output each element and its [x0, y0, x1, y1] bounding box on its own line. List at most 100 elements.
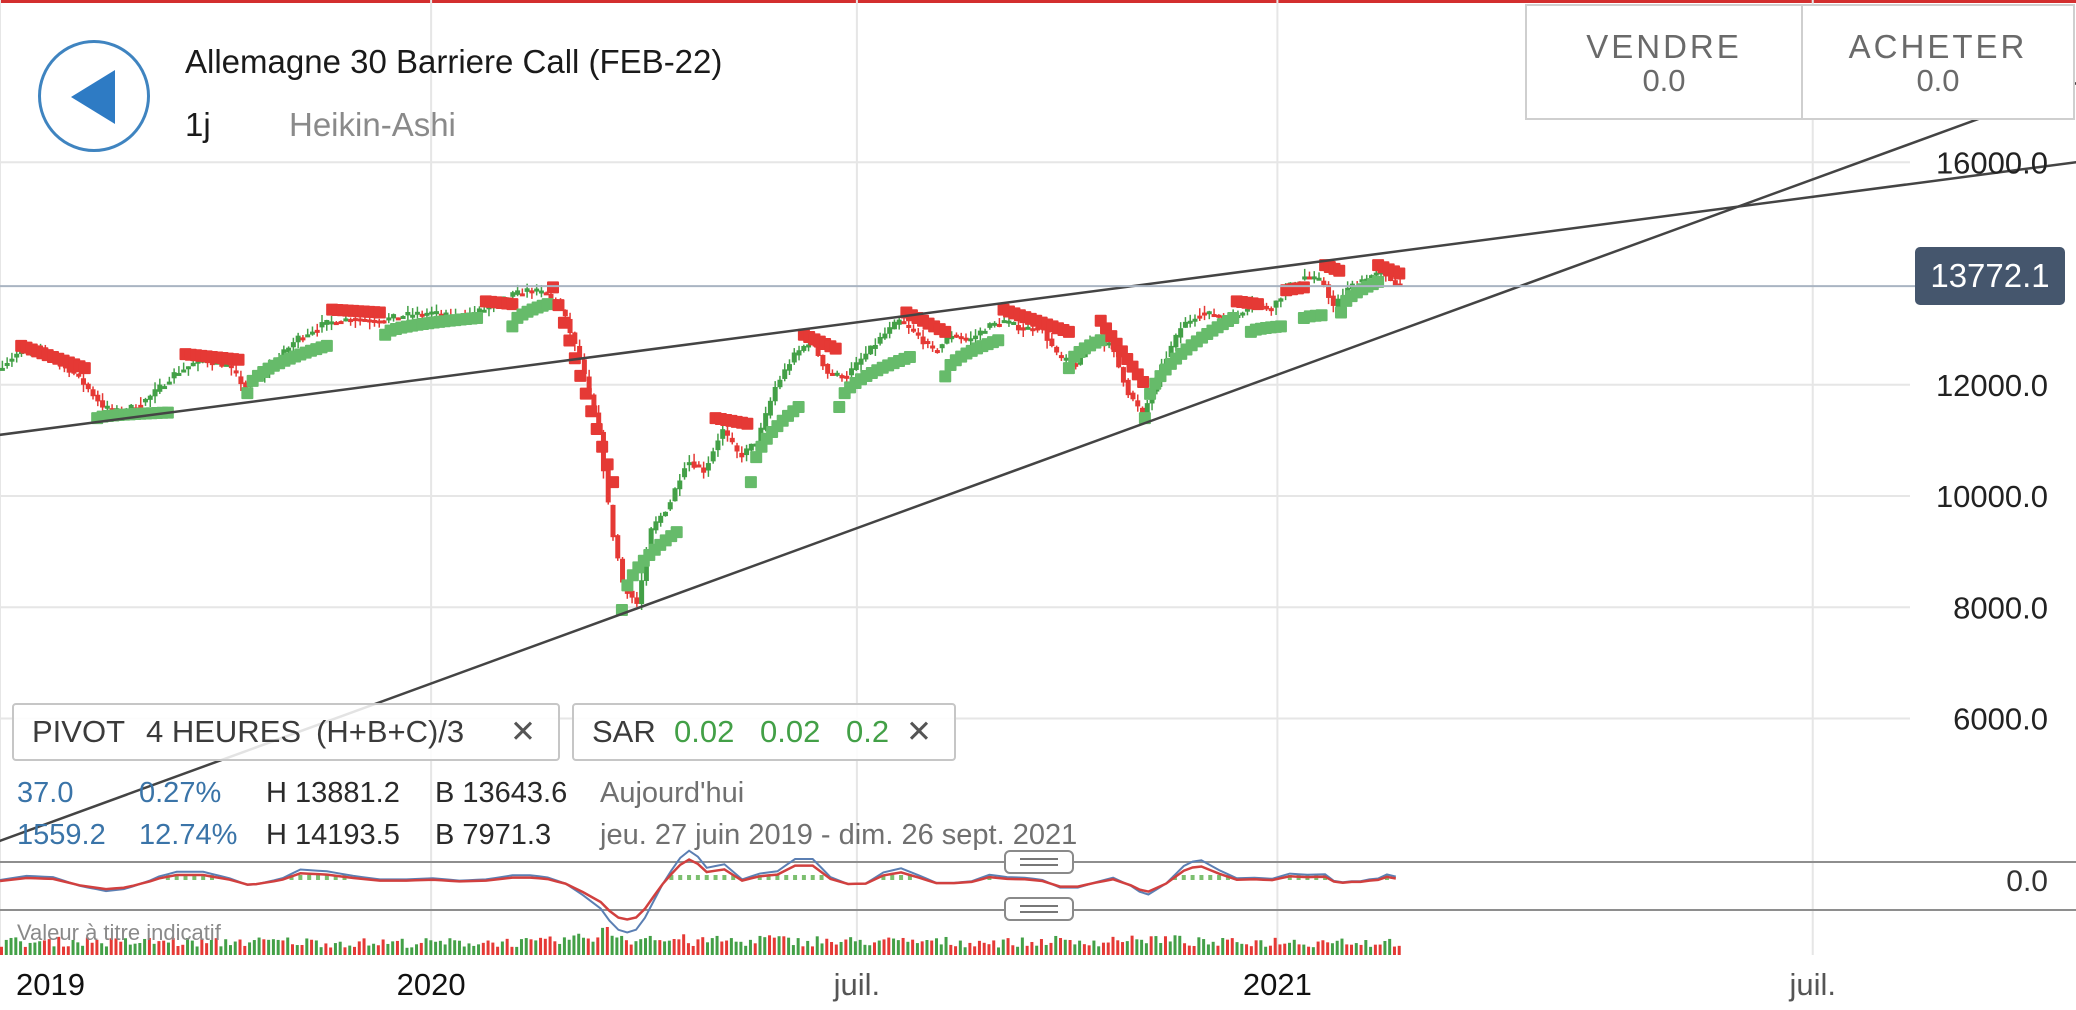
candle-body — [1330, 295, 1336, 306]
oscillator-histogram-bar — [669, 875, 674, 880]
candle-body — [1135, 400, 1141, 407]
candle-body — [371, 319, 377, 323]
sar-dot — [78, 362, 91, 375]
back-button[interactable] — [38, 40, 150, 152]
oscillator-histogram-bar — [307, 875, 312, 880]
volume-bar — [1068, 940, 1072, 955]
close-icon[interactable]: ✕ — [906, 714, 932, 749]
candle-body — [610, 504, 616, 538]
candle-body — [400, 315, 406, 319]
oscillator-histogram-bar — [1199, 875, 1204, 880]
sar-dot — [792, 401, 805, 413]
volume-bar — [1321, 940, 1325, 955]
volume-bar — [23, 946, 27, 955]
candle-body — [309, 331, 315, 335]
volume-bar — [453, 940, 457, 955]
x-tick-label: juil. — [833, 967, 881, 1002]
sell-button[interactable]: VENDRE 0.0 — [1525, 4, 1803, 120]
volume-bar — [791, 945, 795, 955]
close-icon[interactable]: ✕ — [510, 714, 536, 749]
volume-bar — [281, 940, 285, 955]
volume-bar — [434, 941, 438, 955]
candle-body — [1006, 320, 1012, 324]
volume-bar — [1340, 938, 1344, 955]
buy-button[interactable]: ACHETER 0.0 — [1801, 4, 2075, 120]
candle-body — [634, 597, 640, 604]
volume-bar — [1392, 946, 1396, 955]
oscillator-histogram-bar — [899, 875, 904, 880]
candle-body — [524, 288, 530, 292]
candle-body — [872, 344, 878, 349]
volume-bar — [1259, 940, 1263, 955]
candle-body — [381, 320, 387, 324]
volume-bar — [748, 939, 752, 955]
candle-body — [882, 333, 888, 339]
candle-body — [443, 312, 449, 316]
candle-body — [1397, 283, 1403, 287]
candle-body — [1392, 280, 1398, 287]
volume-bar — [400, 938, 404, 955]
volume-bar — [128, 944, 132, 955]
candle-body — [648, 528, 654, 556]
candle-body — [1326, 284, 1332, 298]
oscillator-histogram-bar — [819, 875, 824, 880]
candle-body — [433, 311, 439, 315]
candle-body — [1049, 338, 1055, 347]
volume-bar — [1245, 944, 1249, 955]
volume-bar — [729, 938, 733, 955]
oscillator-histogram-bar — [333, 875, 338, 880]
today-high: H 13881.2 — [266, 777, 400, 809]
timeframe-selector[interactable]: 1j — [185, 106, 211, 143]
volume-bar — [1082, 944, 1086, 955]
sar-dot — [903, 350, 916, 363]
candle-body — [319, 322, 325, 328]
volume-bar — [629, 944, 633, 955]
volume-bar — [415, 944, 419, 955]
candle-body — [696, 464, 702, 468]
volume-bar — [1173, 935, 1177, 955]
volume-bar — [1364, 940, 1368, 955]
candle-body — [476, 308, 482, 313]
candle-body — [519, 293, 525, 297]
candle-body — [1244, 308, 1250, 312]
sar-dot — [1137, 375, 1150, 388]
candle-body — [667, 502, 673, 510]
candle-body — [1197, 315, 1203, 319]
volume-bar — [338, 941, 342, 955]
sar-indicator-chip[interactable]: SAR 0.02 0.02 0.2 ✕ — [572, 703, 956, 761]
pivot-indicator-chip[interactable]: PIVOT 4 HEURES (H+B+C)/3 ✕ — [12, 703, 560, 761]
candle-body — [639, 580, 645, 604]
candle-body — [162, 386, 168, 390]
volume-bar — [1235, 942, 1239, 955]
candle-body — [662, 511, 668, 517]
volume-bar — [887, 937, 891, 955]
oscillator-resize-handle[interactable] — [1004, 850, 1074, 874]
volume-bar — [1059, 938, 1063, 955]
candle-body — [791, 352, 797, 363]
candle-body — [76, 373, 82, 377]
sar-dot — [1062, 325, 1075, 338]
volume-bar — [100, 943, 104, 955]
volume-bar — [1130, 935, 1134, 955]
candle-body — [314, 329, 320, 333]
candle-body — [934, 350, 940, 354]
candle-body — [772, 386, 778, 402]
candle-body — [973, 335, 979, 340]
chart-type-selector[interactable]: Heikin-Ashi — [289, 106, 456, 143]
volume-bar — [958, 940, 962, 955]
candle-body — [295, 335, 301, 343]
candle-body — [734, 445, 740, 452]
volume-bar — [1111, 936, 1115, 955]
volume-bar — [138, 942, 142, 955]
volume-bar — [925, 940, 929, 955]
volume-bar — [1369, 946, 1373, 955]
volume-bar — [443, 944, 447, 955]
volume-resize-handle[interactable] — [1004, 897, 1074, 921]
x-tick-label: juil. — [1788, 967, 1836, 1002]
volume-bar — [200, 938, 204, 955]
volume-bar — [9, 937, 13, 955]
volume-bar — [1144, 943, 1148, 955]
volume-bar — [28, 942, 32, 955]
oscillator-histogram-bar — [695, 875, 700, 880]
